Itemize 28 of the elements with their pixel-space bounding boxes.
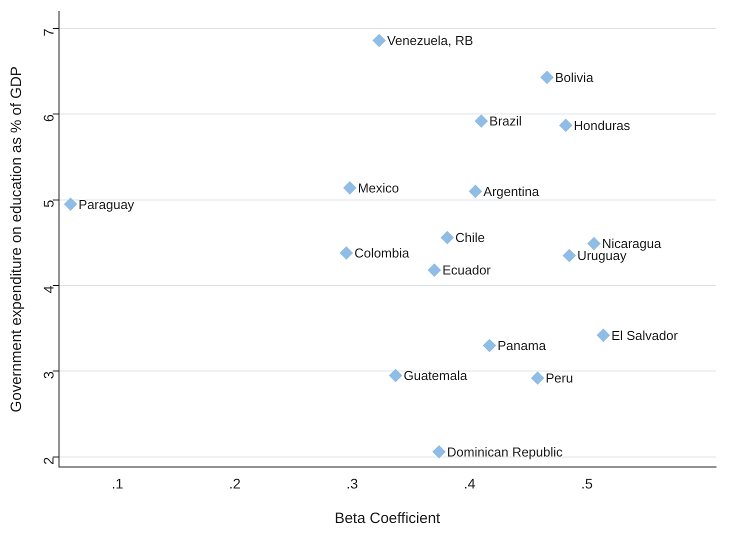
y-tick-label: 6: [40, 114, 57, 122]
annotation: Bolivia: [555, 70, 594, 85]
annotation: Panama: [498, 338, 547, 354]
annotation: Colombia: [354, 246, 410, 261]
y-tick-label: 2: [40, 456, 57, 465]
annotation: Venezuela, RB: [387, 33, 474, 48]
y-axis-title: Government expenditure on education as % of GDP: [8, 66, 26, 412]
annotation: Mexico: [358, 180, 400, 196]
annotation: Argentina: [483, 184, 540, 199]
x-tick-label: .4: [464, 475, 476, 492]
x-tick-label: .3: [346, 475, 358, 492]
y-tick-label: 4: [40, 285, 57, 294]
annotation: Paraguay: [78, 196, 135, 212]
annotation: Dominican Republic: [447, 444, 564, 460]
annotation: Honduras: [574, 118, 631, 133]
annotation: Chile: [455, 230, 485, 246]
y-tick-label: 3: [40, 371, 57, 380]
x-tick-label: .5: [581, 475, 593, 492]
annotation: Ecuador: [442, 262, 492, 278]
y-tick-label: 7: [40, 28, 57, 36]
x-axis-title: Beta Coefficient: [334, 510, 442, 528]
y-tick-label: 5: [40, 200, 57, 208]
annotation: Guatemala: [404, 368, 468, 384]
annotation: Peru: [546, 370, 574, 386]
x-tick-label: .2: [228, 475, 241, 492]
x-tick-label: .1: [112, 475, 124, 492]
annotation: Brazil: [489, 114, 522, 129]
annotation: El Salvador: [611, 328, 678, 343]
